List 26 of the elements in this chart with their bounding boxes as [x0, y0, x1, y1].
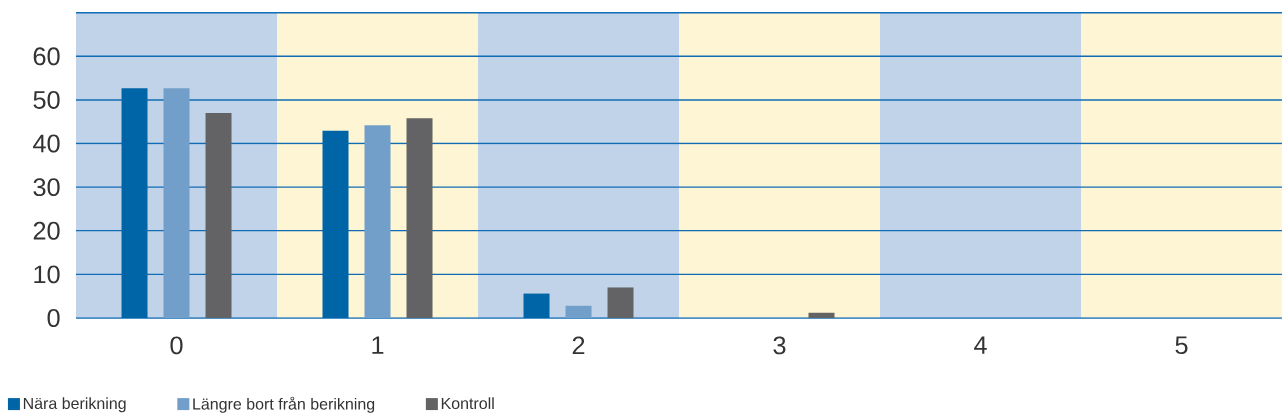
bar	[406, 118, 433, 318]
y-tick-label: 40	[33, 134, 60, 153]
bar	[565, 305, 592, 318]
x-tick-label: 3	[773, 336, 786, 355]
y-tick-label: 20	[33, 221, 60, 240]
y-tick-label: 60	[33, 47, 60, 66]
legend-label: Längre bort från berikning	[193, 396, 375, 413]
bar	[121, 88, 148, 318]
bar	[808, 312, 835, 318]
y-tick-label: 30	[33, 178, 60, 197]
y-tick-label: 50	[33, 90, 60, 109]
x-tick-label: 0	[170, 336, 183, 355]
x-tick-label: 5	[1175, 336, 1188, 355]
bar	[607, 287, 634, 318]
legend-label: Nära berikning	[23, 397, 126, 413]
bar	[322, 130, 349, 318]
y-tick-label: 10	[34, 265, 60, 284]
bar	[523, 293, 550, 318]
bar	[364, 125, 391, 318]
bar	[163, 88, 190, 318]
y-tick-label: 0	[47, 309, 60, 327]
bar	[205, 112, 232, 318]
x-tick-label: 1	[372, 336, 384, 354]
legend-label: Kontroll	[441, 397, 494, 410]
x-tick-label: 2	[572, 336, 585, 355]
x-tick-label: 4	[974, 336, 987, 354]
